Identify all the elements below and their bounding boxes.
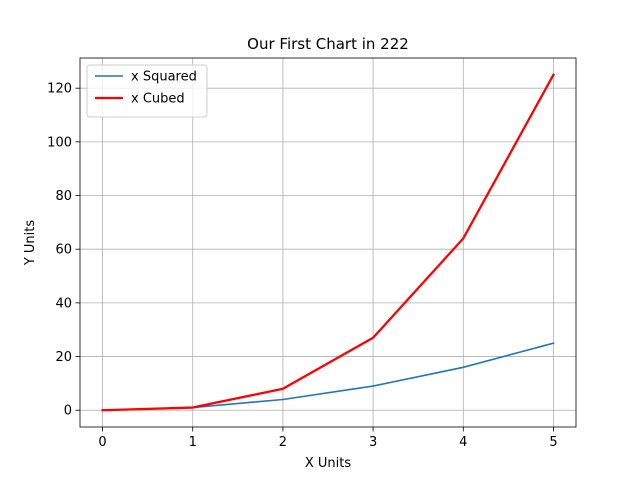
legend-label-2: x Cubed (131, 92, 185, 107)
x-tick-label: 3 (369, 435, 377, 450)
y-tick-label: 80 (55, 189, 72, 204)
legend-label-1: x Squared (131, 70, 197, 85)
y-tick-label: 40 (55, 296, 72, 311)
y-tick-label: 0 (64, 404, 72, 419)
y-tick-label: 120 (47, 82, 72, 97)
y-tick-label: 20 (55, 350, 72, 365)
x-tick-label: 5 (549, 435, 557, 450)
y-axis-label: Y Units (23, 220, 38, 267)
grid (80, 58, 576, 427)
legend-items: x Squared x Cubed (95, 70, 197, 107)
axis-ticks: 0 1 2 3 4 5 0 20 40 60 80 100 120 (47, 82, 557, 450)
x-tick-label: 4 (459, 435, 467, 450)
legend: x Squared x Cubed (86, 64, 208, 118)
x-tick-label: 2 (279, 435, 287, 450)
y-tick-label: 100 (47, 135, 72, 150)
x-tick-label: 0 (98, 435, 106, 450)
legend-box (86, 64, 208, 118)
series-line-2 (101, 73, 556, 412)
x-axis-label: X Units (305, 456, 352, 471)
series-group (101, 73, 556, 412)
chart-title: Our First Chart in 222 (247, 35, 409, 53)
x-tick-label: 1 (189, 435, 197, 450)
y-tick-label: 60 (55, 243, 72, 258)
plot-frame (79, 57, 577, 428)
